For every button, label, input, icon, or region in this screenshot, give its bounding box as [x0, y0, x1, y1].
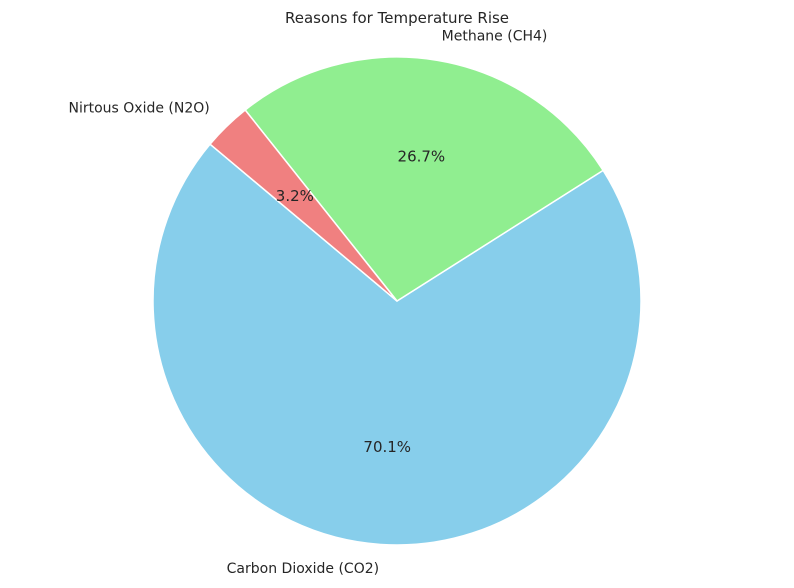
- pie-slice-carbon-dioxide-co2: [152, 143, 642, 546]
- percent-label-methane-ch4: 26.7%: [398, 148, 446, 166]
- pie-slices: [152, 56, 642, 546]
- pie-slice-methane-ch4: [244, 56, 604, 302]
- percent-label-nirtous-oxide-n2o: 3.2%: [276, 187, 314, 205]
- category-label-methane-ch4: Methane (CH4): [442, 28, 548, 44]
- percent-label-carbon-dioxide-co2: 70.1%: [363, 438, 411, 456]
- chart-title: Reasons for Temperature Rise: [285, 9, 509, 27]
- pie-labels: Carbon Dioxide (CO2) 70.1% Methane (CH4) 26…: [68, 28, 547, 576]
- pie-slice-nirtous-oxide-n2o: [209, 109, 398, 302]
- category-label-nirtous-oxide-n2o: Nirtous Oxide (N2O): [68, 101, 209, 117]
- category-label-carbon-dioxide-co2: Carbon Dioxide (CO2): [227, 561, 379, 577]
